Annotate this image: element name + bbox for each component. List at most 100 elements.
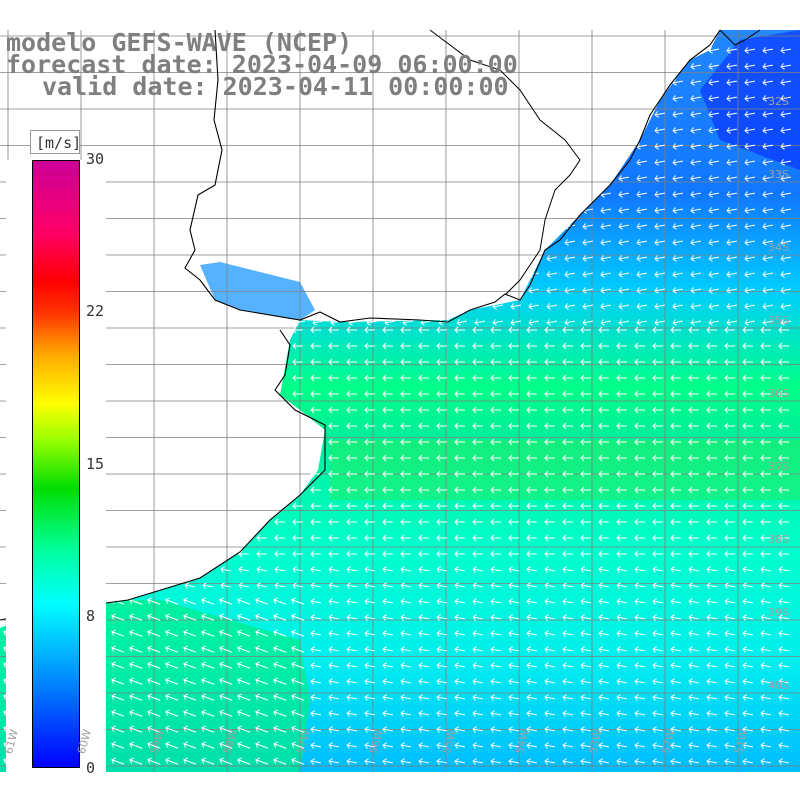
wind-arrow: [616, 646, 628, 653]
wind-arrow: [760, 454, 771, 462]
wind-arrow: [598, 486, 609, 494]
wind-arrow: [744, 127, 756, 134]
wind-arrow: [291, 677, 305, 685]
wind-arrow: [526, 678, 538, 685]
wind-arrow: [670, 726, 682, 733]
wind-arrow: [778, 550, 789, 558]
wind-arrow: [472, 438, 483, 446]
wind-arrow: [742, 646, 754, 653]
wind-arrow: [310, 582, 322, 589]
wind-arrow: [760, 326, 771, 334]
wind-arrow: [346, 694, 358, 701]
wind-arrow: [742, 406, 753, 414]
wind-arrow: [472, 598, 484, 605]
wind-arrow: [328, 534, 339, 542]
wind-arrow: [418, 390, 429, 398]
wind-arrow: [436, 390, 447, 398]
wind-arrow: [291, 693, 305, 701]
wind-arrow: [706, 566, 718, 573]
wind-arrow: [400, 598, 412, 605]
wind-arrow: [454, 470, 465, 478]
wind-arrow: [760, 534, 771, 542]
wind-arrow: [600, 287, 612, 294]
wind-arrow: [742, 582, 754, 589]
wind-arrow: [544, 390, 555, 398]
wind-arrow: [616, 566, 628, 573]
wind-arrow: [762, 143, 774, 150]
wind-arrow: [400, 694, 412, 701]
latitude-label: 33S: [768, 168, 789, 181]
wind-arrow: [706, 438, 717, 446]
wind-arrow: [292, 518, 303, 526]
wind-arrow: [672, 111, 684, 118]
wind-arrow: [688, 342, 699, 350]
wind-arrow: [670, 342, 681, 350]
wind-arrow: [328, 566, 340, 573]
wind-arrow: [418, 566, 430, 573]
wind-arrow: [670, 694, 682, 701]
wind-arrow: [312, 319, 324, 326]
wind-arrow: [760, 614, 772, 621]
wind-arrow: [346, 598, 358, 605]
wind-arrow: [382, 550, 393, 558]
wind-arrow: [616, 550, 627, 558]
wind-arrow: [780, 191, 792, 198]
wind-arrow: [255, 645, 269, 653]
wind-arrow: [400, 342, 411, 350]
wind-arrow: [382, 646, 394, 653]
wind-arrow: [544, 534, 555, 542]
wind-arrow: [742, 422, 753, 430]
wind-arrow: [742, 598, 754, 605]
wind-arrow: [111, 725, 125, 733]
wind-arrow: [418, 470, 429, 478]
wind-arrow: [708, 223, 720, 230]
wind-arrow: [582, 287, 594, 294]
wind-arrow: [598, 678, 610, 685]
wind-arrow: [670, 470, 681, 478]
wind-arrow: [762, 95, 774, 102]
wind-arrow: [616, 454, 627, 462]
wind-arrow: [780, 207, 792, 214]
wind-arrow: [472, 566, 484, 573]
wind-arrow: [508, 534, 519, 542]
wind-arrow: [724, 470, 735, 478]
wind-arrow: [706, 518, 717, 526]
wind-arrow: [778, 630, 790, 637]
wind-arrow: [364, 374, 375, 382]
wind-arrow: [508, 566, 520, 573]
wind-arrow: [706, 406, 717, 414]
wind-arrow: [724, 438, 735, 446]
wind-arrow: [672, 207, 684, 214]
wind-arrow: [255, 629, 269, 637]
wind-arrow: [636, 191, 648, 198]
wind-arrow: [636, 207, 648, 214]
wind-arrow: [652, 598, 664, 605]
wind-arrow: [600, 207, 612, 214]
wind-arrow: [778, 518, 789, 526]
wind-arrow: [400, 742, 412, 749]
wind-arrow: [364, 710, 376, 717]
wind-arrow: [111, 613, 125, 621]
wind-arrow: [670, 582, 682, 589]
wind-arrow: [310, 694, 322, 701]
wind-arrow: [165, 613, 179, 621]
wind-arrow: [382, 326, 393, 334]
wind-arrow: [688, 406, 699, 414]
wind-arrow: [778, 582, 790, 589]
wind-arrow: [670, 598, 682, 605]
wind-arrow: [111, 645, 125, 653]
wind-arrow: [526, 758, 538, 765]
wind-arrow: [255, 725, 269, 733]
wind-arrow: [688, 422, 699, 430]
wind-arrow: [762, 239, 774, 246]
wind-arrow: [310, 662, 322, 669]
wind-arrow: [762, 255, 774, 262]
wind-arrow: [670, 358, 681, 366]
wind-arrow: [526, 742, 538, 749]
wind-arrow: [742, 374, 753, 382]
wind-arrow: [652, 358, 663, 366]
wind-arrow: [760, 582, 772, 589]
wind-arrow: [454, 342, 465, 350]
wind-arrow: [364, 566, 376, 573]
wind-arrow: [780, 79, 792, 86]
